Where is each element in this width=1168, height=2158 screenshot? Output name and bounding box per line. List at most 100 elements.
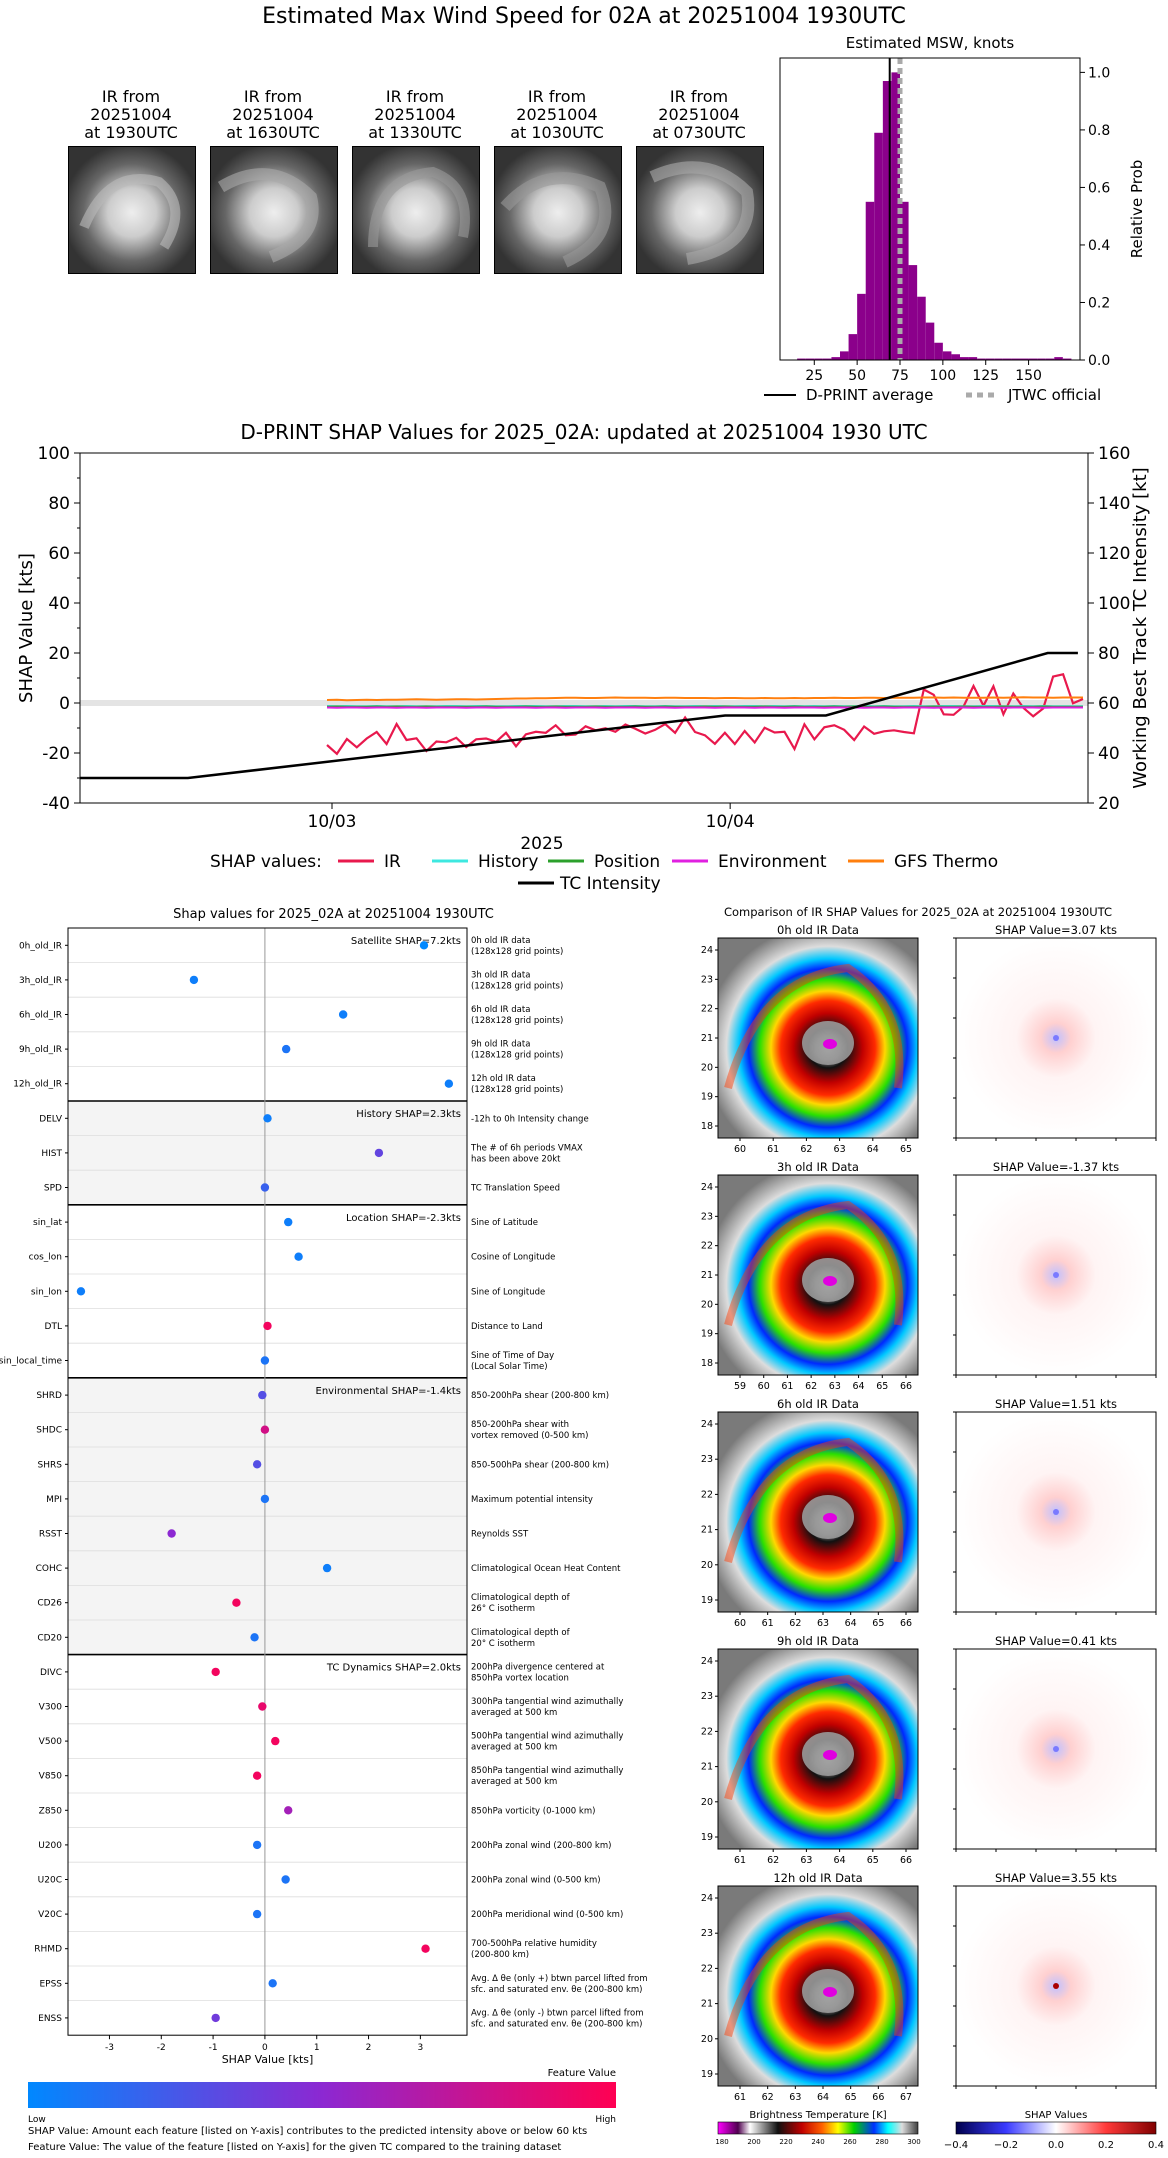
x-tick-label: 64 xyxy=(853,1381,865,1392)
x-tick-label: 65 xyxy=(876,1381,888,1392)
feature-description: 850-200hPa shear (200-800 km) xyxy=(471,1391,609,1401)
feature-point xyxy=(252,1460,262,1469)
feature-name: RHMD xyxy=(34,1945,62,1955)
feature-point xyxy=(258,1390,267,1400)
histogram-bar xyxy=(822,358,832,360)
histogram-bar xyxy=(968,357,978,360)
bt-colorbar xyxy=(717,2121,919,2135)
feature-frame xyxy=(67,927,468,2036)
bt-colorbar-tick: 220 xyxy=(779,2138,792,2146)
feature-name: HIST xyxy=(41,1149,62,1159)
feature-point xyxy=(294,1252,303,1261)
feature-name: 12h_old_IR xyxy=(13,1080,62,1090)
y-right-tick-label: 140 xyxy=(1098,494,1130,514)
y-tick-label: 24 xyxy=(701,1893,713,1904)
feature-description: 0h old IR data xyxy=(471,936,530,946)
feature-point xyxy=(260,1356,270,1365)
y-right-tick-label: 160 xyxy=(1098,444,1130,464)
x-tick-label: 60 xyxy=(734,1618,746,1629)
x-tick-label: 64 xyxy=(834,1855,846,1866)
x-tick-label: 100 xyxy=(929,368,956,384)
histogram-bar xyxy=(1028,358,1038,360)
y-tick-label: 24 xyxy=(701,1656,713,1667)
histogram-bar xyxy=(891,72,900,360)
shap-colorbar-tick: 0.0 xyxy=(1048,2140,1064,2151)
shap-panel-title: SHAP Value=-1.37 kts xyxy=(993,1160,1119,1174)
series-line-gfs-thermo xyxy=(326,696,1083,702)
feature-name: sin_lon xyxy=(31,1287,62,1297)
y-tick-label: 20 xyxy=(48,644,70,664)
thumbnail-title: IR from 20251004 at 1030UTC xyxy=(510,87,604,142)
y-tick-label: 20 xyxy=(701,2034,713,2045)
msw-histogram: Estimated MSW, knots 25 50 75 100 125 150 0.0 0.… xyxy=(764,34,1146,404)
y-tick-label: 18 xyxy=(701,1358,713,1369)
y-tick-label: 60 xyxy=(48,544,70,564)
feature-point xyxy=(374,1148,384,1158)
feature-description: (128x128 grid points) xyxy=(471,947,563,957)
shap-center xyxy=(1053,1035,1059,1041)
feature-description: 300hPa tangential wind azimuthally xyxy=(471,1697,623,1707)
shap-panel-title: SHAP Value=3.55 kts xyxy=(995,1871,1117,1885)
y-axis-label: SHAP Value [kts] xyxy=(16,553,37,703)
shap-panel-title: SHAP Value=1.51 kts xyxy=(995,1397,1117,1411)
feature-name: SHRS xyxy=(38,1460,63,1470)
ir-frame xyxy=(717,1885,919,2087)
feature-name: 0h_old_IR xyxy=(19,941,62,951)
feature-description: Sine of Longitude xyxy=(471,1287,545,1297)
shap-center xyxy=(1053,1509,1059,1515)
feature-description: Avg. Δ θe (only +) btwn parcel lifted fr… xyxy=(471,1974,648,1984)
x-tick-label: -1 xyxy=(209,2043,218,2053)
y-tick-label: 23 xyxy=(701,1928,713,1939)
shap-center xyxy=(1053,1983,1059,1989)
feature-name: sin_lat xyxy=(33,1218,62,1228)
histogram-bar xyxy=(857,293,866,360)
y-tick-label: 21 xyxy=(701,1033,713,1044)
histogram-bar xyxy=(840,351,849,360)
feature-point xyxy=(260,1183,270,1192)
bt-colorbar-tick: 300 xyxy=(907,2138,920,2146)
feature-point xyxy=(281,1044,291,1054)
feature-description: averaged at 500 km xyxy=(471,1777,557,1787)
feature-name: COHC xyxy=(36,1564,62,1574)
feature-point xyxy=(338,1010,348,1019)
y-tick-label: 22 xyxy=(701,1963,713,1974)
legend-label: History xyxy=(478,852,538,872)
histogram-bar xyxy=(1045,358,1055,360)
feature-description: vortex removed (0-500 km) xyxy=(471,1431,588,1441)
ir-thumbnail xyxy=(636,146,764,274)
feature-description: 3h old IR data xyxy=(471,970,530,980)
y-tick-label: 21 xyxy=(701,1999,713,2010)
timeseries-frame xyxy=(79,452,1089,804)
x-tick-label: 62 xyxy=(767,1855,779,1866)
bt-colorbar-title: Brightness Temperature [K] xyxy=(749,2110,886,2121)
feature-point xyxy=(211,2013,220,2023)
legend-label: GFS Thermo xyxy=(894,852,998,872)
feature-description: 850hPa vortex location xyxy=(471,1673,569,1683)
histogram-bar xyxy=(865,201,875,360)
feature-name: EPSS xyxy=(39,1979,62,1989)
feature-description: (128x128 grid points) xyxy=(471,1016,563,1026)
feature-point xyxy=(211,1667,220,1677)
feature-description: (128x128 grid points) xyxy=(471,981,563,991)
y-tick-label: 19 xyxy=(701,1329,713,1340)
timeseries-title: D-PRINT SHAP Values for 2025_02A: update… xyxy=(240,420,927,444)
feature-description: (200-800 km) xyxy=(471,1950,529,1960)
x-tick-label: 60 xyxy=(734,1144,746,1155)
feature-name: 6h_old_IR xyxy=(19,1011,62,1021)
shap-panel-title: SHAP Value=3.07 kts xyxy=(995,923,1117,937)
feature-point xyxy=(419,941,429,950)
histogram-bar xyxy=(805,358,815,360)
y-tick-label: 20 xyxy=(701,1062,713,1073)
colorbar-title: Feature Value xyxy=(548,2068,616,2079)
thumbnail-title: IR from 20251004 at 1630UTC xyxy=(226,87,320,142)
histogram-bar xyxy=(977,358,986,360)
shap-colorbar-title: SHAP Values xyxy=(1025,2110,1088,2121)
feature-shap-chart: Shap values for 2025_02A at 20251004 193… xyxy=(0,907,648,2125)
bt-colorbar-tick: 280 xyxy=(875,2138,888,2146)
x-tick-label: 61 xyxy=(781,1381,793,1392)
feature-description: 12h old IR data xyxy=(471,1074,536,1084)
feature-name: V850 xyxy=(39,1772,63,1782)
histogram-bar xyxy=(908,265,918,360)
feature-description: 26° C isotherm xyxy=(471,1604,535,1614)
x-tick-label: 10/04 xyxy=(706,812,755,832)
